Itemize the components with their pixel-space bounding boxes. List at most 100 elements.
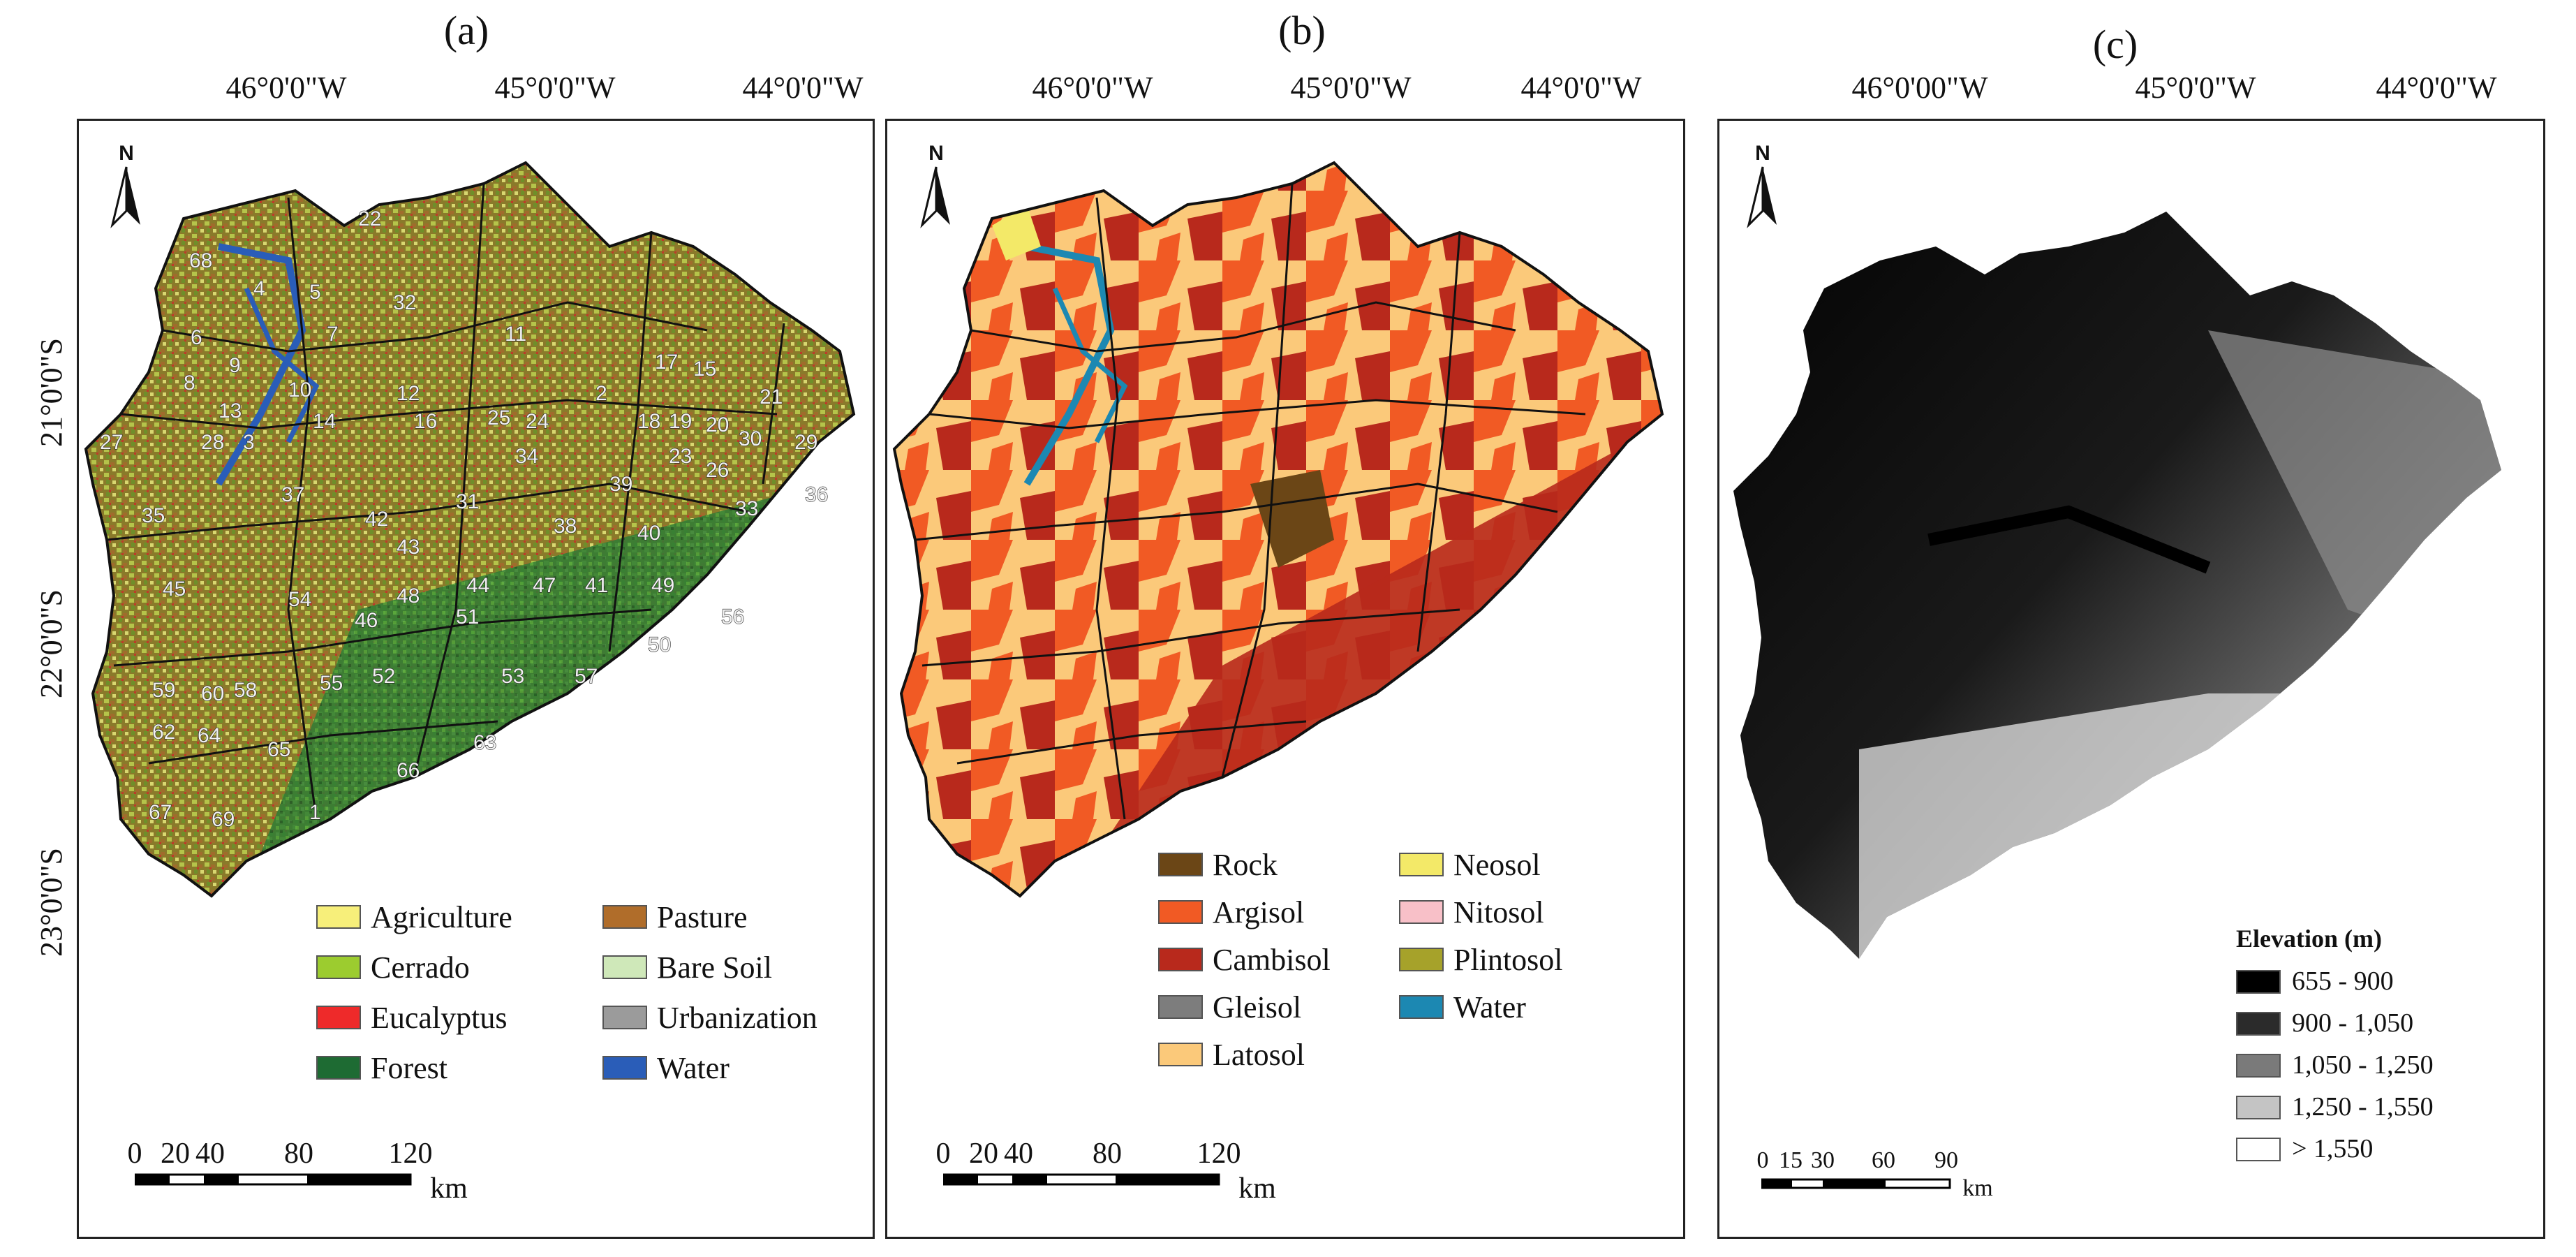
scale-tick: 90: [1934, 1147, 1958, 1173]
panel-b-legend: Rock Neosol Argisol Nitosol Cambisol Pli…: [1158, 847, 1675, 1112]
basin-number: 21: [760, 385, 783, 409]
panel-c-legend: 655 - 900 900 - 1,050 1,050 - 1,250 1,25…: [2236, 966, 2536, 1189]
basin-number: 8: [184, 372, 195, 395]
basin-number: 58: [234, 679, 257, 702]
legend-swatch: [602, 1056, 647, 1080]
legend-swatch: [1399, 948, 1444, 971]
basin-number: 14: [313, 410, 336, 433]
panel-c-scale-bar: 0 15 30 60 90 km: [1747, 1147, 2110, 1217]
basin-number: 1: [309, 801, 321, 824]
basin-number: 23: [669, 445, 692, 468]
north-arrow-icon: [1747, 166, 1777, 228]
basin-number: 2: [595, 382, 607, 405]
basin-number: 51: [456, 605, 479, 628]
basin-number: 33: [735, 497, 758, 520]
basin-number: 52: [372, 665, 395, 688]
scale-tick: 0: [127, 1138, 142, 1170]
panel-a-north-arrow: N: [105, 142, 147, 232]
scale-tick: 120: [1197, 1138, 1241, 1170]
panel-b-letter: (b): [1278, 8, 1326, 53]
basin-number: 18: [637, 410, 660, 433]
basin-number: 41: [585, 574, 608, 597]
scale-tick: 0: [1756, 1147, 1769, 1173]
basin-number: 16: [414, 410, 437, 433]
panel-b-north-arrow: N: [915, 142, 957, 232]
legend-swatch: [1158, 995, 1203, 1019]
legend-swatch: [1399, 853, 1444, 876]
panel-a-lat-label-3: 23°0'0"S: [34, 848, 68, 957]
basin-number: 50: [648, 633, 671, 656]
scale-tick: 120: [388, 1138, 433, 1170]
basin-number: 13: [219, 399, 242, 422]
north-arrow-icon: [920, 166, 950, 228]
basin-number: 56: [721, 605, 744, 628]
basin-number: 68: [189, 249, 212, 272]
basin-number: 43: [397, 536, 420, 559]
panel-b-lon-label-2: 45°0'0"W: [1290, 71, 1412, 105]
basin-number: 4: [253, 277, 265, 300]
legend-swatch: [2236, 1012, 2281, 1036]
panel-a-letter: (a): [443, 8, 489, 53]
legend-swatch: [316, 955, 361, 979]
scale-bar-graphic: [135, 1173, 412, 1186]
panel-c-lon-label-2: 45°0'0"W: [2135, 71, 2256, 105]
panel-a-lat-label-1: 21°0'0"S: [34, 338, 68, 447]
legend-swatch: [1399, 900, 1444, 924]
basin-number: 11: [505, 323, 526, 346]
scale-unit: km: [1238, 1173, 1276, 1205]
legend-swatch: [2236, 1138, 2281, 1161]
basin-number: 49: [651, 574, 674, 597]
scale-tick: 15: [1779, 1147, 1803, 1173]
legend-swatch: [602, 1006, 647, 1029]
basin-number: 38: [554, 515, 577, 538]
legend-swatch: [1158, 900, 1203, 924]
basin-number: 17: [655, 351, 678, 374]
scale-tick: 30: [1811, 1147, 1835, 1173]
basin-number: 6: [191, 326, 202, 349]
scale-unit: km: [1962, 1175, 1993, 1201]
panel-c-lon-label-1: 46°0'00"W: [1851, 71, 1988, 105]
basin-number: 31: [456, 490, 479, 513]
basin-number: 35: [142, 504, 165, 527]
panel-a-scale-bar: 0 20 40 80 120 km: [121, 1137, 512, 1207]
basin-number: 24: [526, 410, 549, 433]
basin-number: 45: [163, 578, 186, 601]
elevation-legend-title: Elevation (m): [2236, 925, 2382, 953]
legend-swatch: [1158, 1043, 1203, 1066]
basin-number: 67: [149, 801, 172, 824]
basin-number: 59: [152, 679, 175, 702]
basin-number: 40: [637, 522, 660, 545]
legend-swatch: [2236, 1096, 2281, 1119]
basin-number: 62: [152, 721, 175, 744]
panel-c-elevation-map: [1733, 212, 2501, 959]
legend-swatch: [602, 955, 647, 979]
basin-number: 22: [358, 207, 381, 230]
panel-a-lat-label-2: 22°0'0"S: [34, 589, 68, 698]
basin-number: 34: [515, 445, 538, 468]
basin-number: 57: [575, 665, 598, 688]
scale-tick: 80: [1093, 1138, 1122, 1170]
panel-b-scale-bar: 0 20 40 80 120 km: [929, 1137, 1320, 1207]
basin-number: 25: [487, 406, 510, 429]
basin-number: 9: [229, 354, 241, 377]
basin-number: 60: [201, 682, 224, 705]
basin-number: 53: [501, 665, 524, 688]
basin-number: 15: [693, 358, 716, 381]
basin-number: 69: [212, 808, 235, 831]
scale-tick: 40: [1004, 1138, 1033, 1170]
scale-bar-graphic: [943, 1173, 1220, 1186]
legend-swatch: [316, 1056, 361, 1080]
basin-number: 47: [533, 574, 556, 597]
basin-number: 55: [320, 672, 343, 695]
basin-number: 26: [706, 459, 729, 482]
basin-number: 64: [198, 724, 221, 747]
basin-number: 29: [794, 431, 817, 454]
panel-b-soil-map: [892, 161, 1664, 898]
scale-bar-graphic: [1761, 1178, 1951, 1189]
basin-number: 3: [243, 431, 255, 454]
basin-number: 32: [393, 291, 416, 314]
scale-tick: 20: [969, 1138, 998, 1170]
legend-swatch: [1399, 995, 1444, 1019]
legend-swatch: [1158, 853, 1203, 876]
scale-tick: 20: [161, 1138, 190, 1170]
